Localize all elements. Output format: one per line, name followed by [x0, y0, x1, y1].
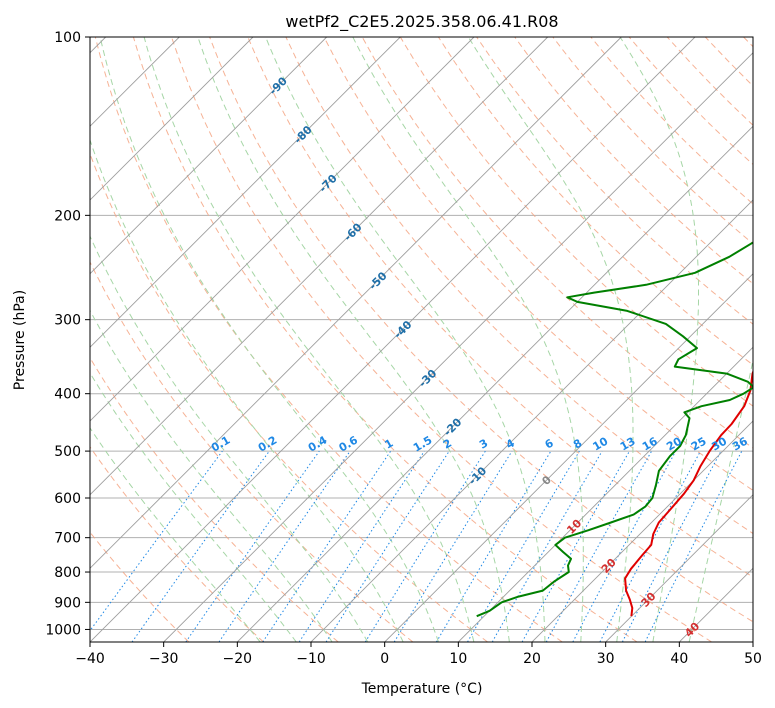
dry-adiabats [90, 37, 753, 642]
dry-adiabat-line [132, 37, 638, 642]
isotherm-line [163, 52, 753, 642]
moist-adiabat-line [90, 309, 333, 642]
x-tick-label: −30 [149, 651, 179, 667]
dry-adiabat-line [476, 37, 753, 325]
dry-adiabat-line [90, 260, 414, 642]
y-tick-label: 500 [54, 444, 81, 460]
x-tick-label: 10 [449, 651, 467, 667]
moist-adiabat-line [90, 427, 261, 642]
mixing-ratio-line [131, 450, 270, 642]
mixing-ratio-line [325, 450, 450, 642]
y-tick-label: 800 [54, 565, 81, 581]
x-tick-label: −40 [75, 651, 105, 667]
mixing-ratio-line [90, 450, 223, 632]
x-tick-label: −10 [296, 651, 326, 667]
isotherm-line [531, 420, 753, 642]
plot-frame [89, 36, 754, 643]
dewpoint-profile-line [476, 241, 753, 618]
y-tick-label: 1000 [45, 622, 81, 638]
temperature-profile-line [624, 369, 753, 617]
dry-adiabat-line [514, 37, 753, 285]
grid-layer [90, 37, 753, 630]
profile-series [476, 241, 753, 618]
y-tick-label: 600 [54, 491, 81, 507]
moist-adiabat-line [197, 37, 510, 642]
isotherm-line [90, 37, 254, 201]
moist-adiabat-line [352, 37, 584, 642]
mixing-ratio-line [218, 450, 351, 642]
y-axis-title: Pressure (hPa) [12, 290, 28, 390]
y-tick-label: 300 [54, 313, 81, 329]
mixing-ratio-lines [90, 450, 743, 642]
isotherm-line [605, 494, 753, 642]
x-tick-label: 40 [670, 651, 688, 667]
x-tick-label: −20 [223, 651, 253, 667]
isotherm-line [90, 37, 475, 422]
y-tick-label: 400 [54, 387, 81, 403]
isotherm-line [236, 125, 753, 642]
chart-title: wetPf2_C2E5.2025.358.06.41.R08 [285, 12, 558, 32]
mixing-ratio-line [521, 450, 630, 642]
moist-adiabat-line [99, 37, 439, 642]
mixing-ratio-line [298, 450, 425, 642]
dry-adiabat-line [247, 37, 753, 578]
mixing-ratio-line [644, 450, 743, 642]
x-tick-label: 30 [597, 651, 615, 667]
dry-adiabat-line [285, 37, 753, 535]
moist-adiabat-line [619, 37, 699, 642]
y-tick-label: 100 [54, 30, 81, 46]
y-tick-label: 200 [54, 208, 81, 224]
isotherm-line [90, 37, 328, 275]
isotherm-line [90, 37, 622, 569]
dry-adiabat-line [209, 37, 753, 623]
moist-adiabat-line [90, 235, 369, 642]
dry-adiabat-line [323, 37, 753, 491]
x-tick-label: 20 [523, 651, 541, 667]
mixing-ratio-line [262, 450, 392, 642]
moist-adiabat-line [143, 37, 475, 642]
y-tick-label: 900 [54, 595, 81, 611]
dry-adiabat-line [94, 37, 563, 642]
isotherm-line [310, 199, 753, 642]
dry-adiabat-line [171, 37, 712, 642]
axis-ticks: −40 −30 −20 −10 0 10 20 30 40 50 100 200 300 400 500 60… [45, 30, 762, 667]
mixing-ratio-line [545, 450, 653, 642]
mixing-ratio-line [572, 450, 677, 642]
x-tick-label: 50 [744, 651, 762, 667]
moist-adiabat-line [688, 358, 753, 642]
isotherm-line [90, 37, 401, 348]
y-tick-label: 700 [54, 531, 81, 547]
isotherm-line [90, 37, 696, 642]
dry-adiabat-line [90, 446, 264, 642]
moist-adiabat-line [265, 37, 546, 642]
x-axis-title: Temperature (°C) [361, 681, 483, 697]
moist-adiabat-line [90, 371, 297, 642]
mixing-ratio-line [393, 450, 513, 642]
dry-adiabat-line [90, 356, 339, 642]
x-tick-label: 0 [380, 651, 389, 667]
mixing-ratio-line [185, 450, 320, 642]
moist-adiabat-line [90, 138, 404, 642]
isotherm-line [90, 37, 549, 496]
